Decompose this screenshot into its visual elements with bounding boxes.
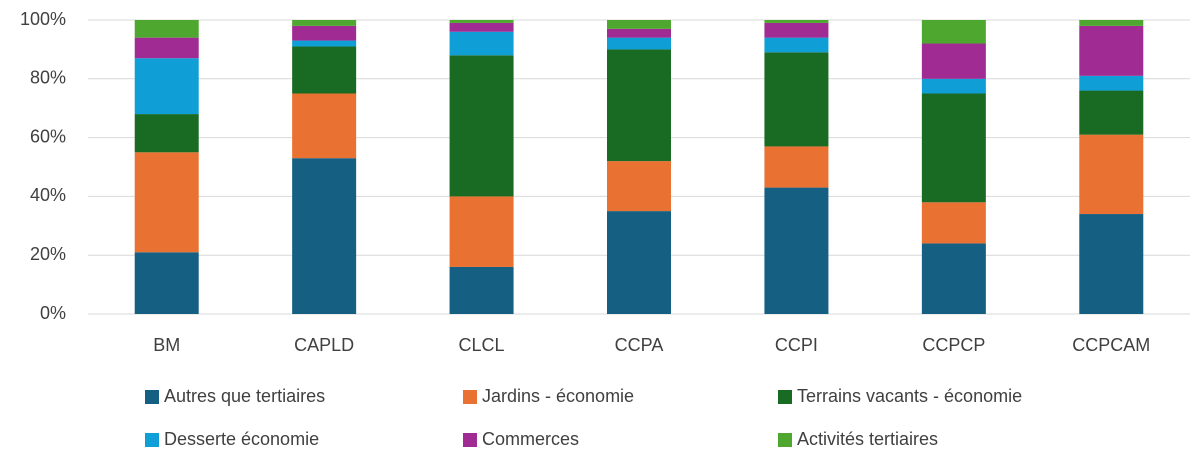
y-tick-label: 20%	[30, 244, 66, 264]
y-tick-label: 80%	[30, 68, 66, 88]
legend-label: Desserte économie	[164, 429, 319, 449]
bar-segment	[134, 114, 199, 153]
legend-label: Terrains vacants - économie	[797, 386, 1022, 406]
bar-segment	[134, 58, 199, 115]
legend-swatch	[463, 390, 477, 404]
bar-segment	[134, 37, 199, 59]
legend-label: Autres que tertiaires	[164, 386, 325, 406]
x-tick-label: CCPCAM	[1072, 335, 1150, 355]
legend-swatch	[778, 390, 792, 404]
bar-segment	[921, 243, 986, 314]
bar-segment	[921, 202, 986, 244]
x-tick-label: BM	[153, 335, 180, 355]
bar-segment	[292, 40, 357, 47]
bar-segment	[449, 31, 514, 56]
bar-segment	[921, 78, 986, 94]
y-tick-label: 100%	[20, 9, 66, 29]
bar-segment	[292, 158, 357, 314]
x-tick-label: CAPLD	[294, 335, 354, 355]
bar-segment	[764, 20, 829, 23]
bar-segment	[449, 55, 514, 197]
bar-segment	[607, 161, 671, 212]
bar-segment	[607, 20, 671, 29]
y-tick-label: 60%	[30, 126, 66, 146]
bar-segment	[292, 20, 357, 26]
bar-segment	[134, 252, 199, 314]
bar-segment	[449, 20, 514, 23]
bar-segment	[1079, 20, 1144, 26]
bar-segment	[764, 187, 829, 314]
bar-segment	[449, 196, 514, 267]
bar-segment	[292, 93, 357, 159]
legend-label: Commerces	[482, 429, 579, 449]
bar-segment	[292, 46, 357, 94]
bar-segment	[764, 52, 829, 147]
bar-segment	[607, 28, 671, 38]
legend-swatch	[778, 433, 792, 447]
bar-segment	[134, 20, 199, 38]
bar-segment	[1079, 75, 1144, 91]
bar-segment	[1079, 90, 1144, 135]
bar-segment	[449, 266, 514, 314]
bar-segment	[1079, 25, 1144, 76]
bar-segment	[607, 211, 671, 314]
legend-swatch	[145, 390, 159, 404]
legend-label: Jardins - économie	[482, 386, 634, 406]
x-tick-label: CCPA	[615, 335, 664, 355]
bar-segment	[134, 152, 199, 253]
y-tick-label: 40%	[30, 185, 66, 205]
bar-segment	[1079, 214, 1144, 314]
bar-segment	[921, 93, 986, 203]
y-tick-label: 0%	[40, 303, 66, 323]
x-tick-label: CCPI	[775, 335, 818, 355]
legend-label: Activités tertiaires	[797, 429, 938, 449]
bar-segment	[1079, 134, 1144, 215]
legend-swatch	[463, 433, 477, 447]
x-tick-label: CCPCP	[922, 335, 985, 355]
bar-segment	[764, 37, 829, 53]
bar-segment	[292, 25, 357, 41]
bar-segment	[449, 22, 514, 32]
bar-segment	[607, 37, 671, 50]
bar-segment	[764, 146, 829, 188]
legend-swatch	[145, 433, 159, 447]
bar-segment	[607, 49, 671, 162]
bar-segment	[921, 20, 986, 44]
bar-segment	[764, 22, 829, 38]
x-tick-label: CLCL	[459, 335, 505, 355]
bar-segment	[921, 43, 986, 79]
